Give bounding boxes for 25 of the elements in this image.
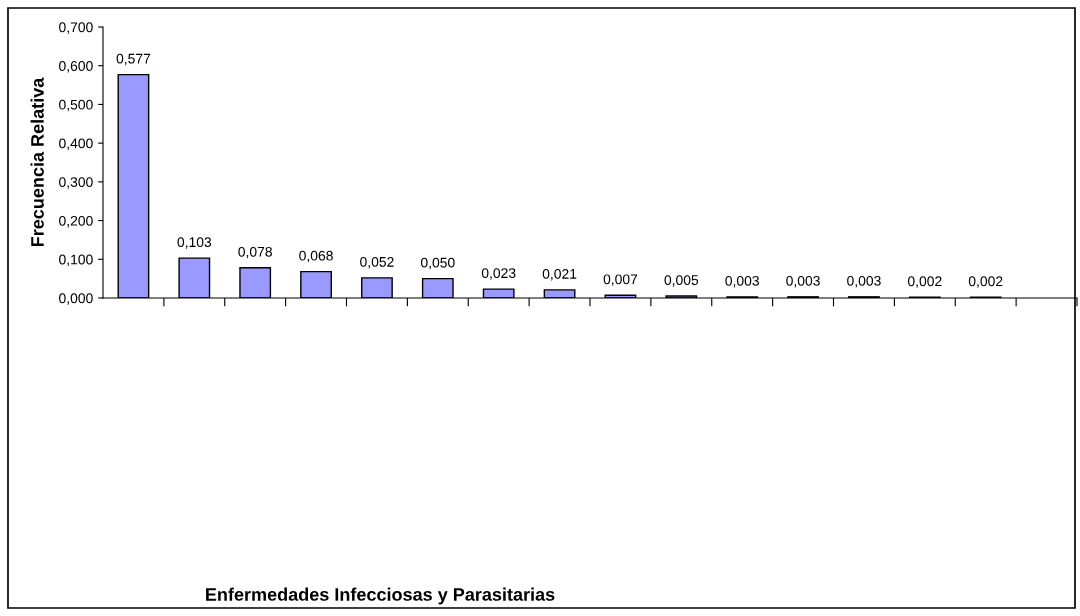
data-label: 0,068 [299,250,333,263]
y-axis-title: Frecuencia Relativa [30,77,44,247]
data-label: 0,023 [481,268,516,280]
data-label: 0,003 [725,275,759,288]
data-label: 0,005 [664,275,699,287]
y-tick-label: 0,500 [59,99,93,112]
y-tick-label: 0,200 [59,215,93,228]
data-label: 0,577 [116,53,151,66]
y-tick-label: 0,000 [59,293,93,305]
y-tick-label: 0,100 [59,254,93,267]
data-label: 0,003 [847,275,881,288]
y-tick-label: 0,400 [59,138,93,150]
y-tick-label: 0,300 [59,177,93,189]
y-tick-label: 0,700 [59,22,93,34]
data-label: 0,052 [360,256,394,269]
data-label: 0,078 [238,246,272,259]
data-label: 0,021 [542,268,577,281]
data-label: 0,003 [786,275,820,288]
y-tick-label: 0,600 [59,61,93,73]
data-label: 0,050 [420,257,455,270]
text: Enfermedades Infecciosas y Parasitarias [206,587,555,605]
data-label: 0,002 [968,276,1003,288]
data-label: 0,103 [177,237,212,249]
data-label: 0,007 [603,274,638,286]
data-label: 0,002 [907,276,942,288]
